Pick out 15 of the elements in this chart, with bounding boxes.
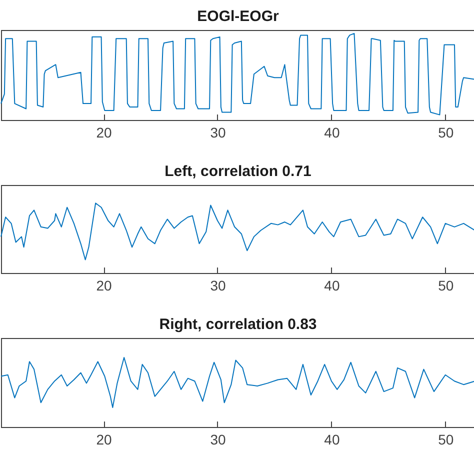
x-tick-label: 50 xyxy=(438,124,454,140)
x-tick-label: 30 xyxy=(210,124,226,140)
x-tick-label: 20 xyxy=(96,278,112,294)
x-tick-label: 40 xyxy=(324,278,340,294)
x-tick-label: 40 xyxy=(324,124,340,140)
x-tick-label: 30 xyxy=(210,278,226,294)
x-tick-label: 50 xyxy=(438,432,454,448)
chart-title: Left, correlation 0.71 xyxy=(164,163,312,180)
chart-title: Right, correlation 0.83 xyxy=(159,316,317,333)
chart-title: EOGl-EOGr xyxy=(197,8,279,25)
x-tick-label: 20 xyxy=(96,432,112,448)
x-tick-label: 20 xyxy=(96,124,112,140)
x-tick-label: 50 xyxy=(438,278,454,294)
x-tick-label: 30 xyxy=(210,432,226,448)
x-tick-label: 40 xyxy=(324,432,340,448)
